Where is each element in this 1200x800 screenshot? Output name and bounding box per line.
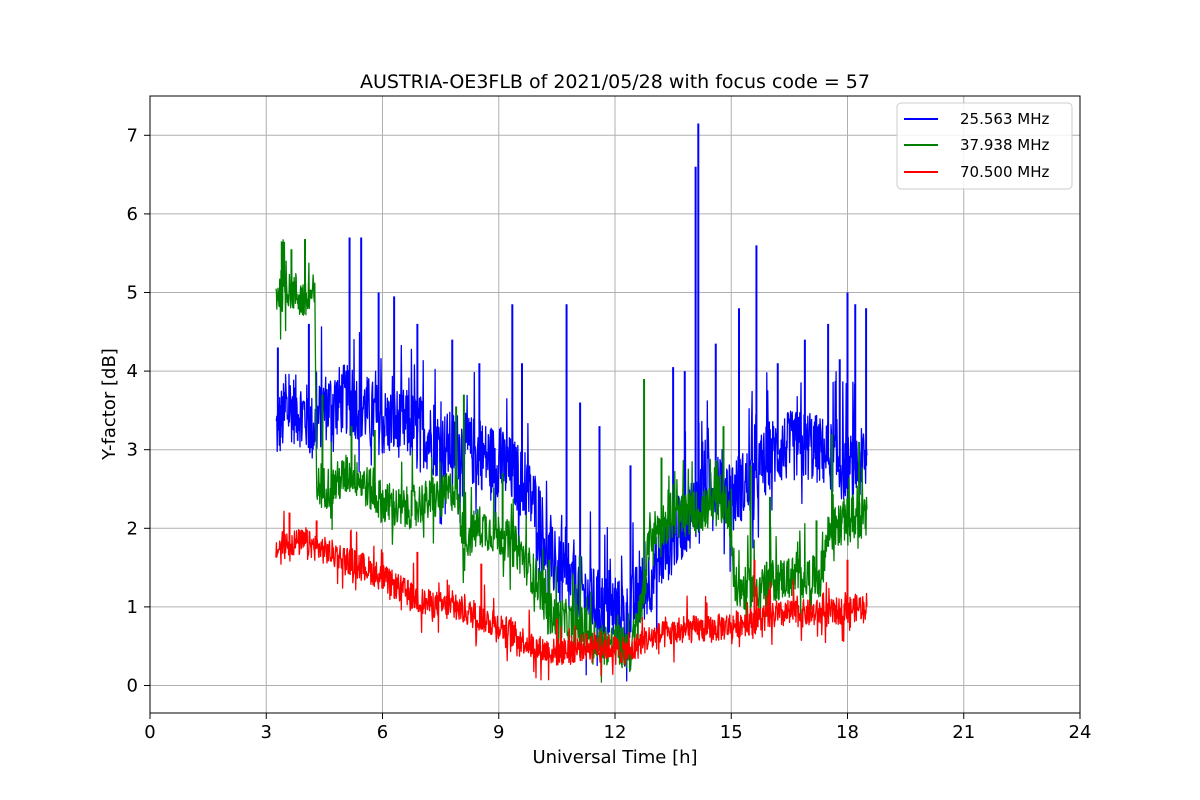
x-tick-label: 15 (720, 722, 743, 743)
y-tick-label: 5 (127, 282, 138, 303)
series-line-25-563-mhz (275, 326, 868, 682)
x-tick-label: 18 (836, 722, 859, 743)
legend-label-25-563: 25.563 MHz (960, 110, 1049, 128)
series-70-500-mhz (275, 510, 868, 681)
x-tick-label: 3 (261, 722, 272, 743)
x-tick-label: 21 (952, 722, 975, 743)
legend-label-70-500: 70.500 MHz (960, 163, 1049, 181)
y-axis-label: Y-factor [dB] (99, 348, 120, 461)
x-axis-label: Universal Time [h] (532, 747, 697, 768)
y-tick-label: 6 (127, 204, 138, 225)
x-tick-label: 24 (1069, 722, 1092, 743)
legend: 25.563 MHz 37.938 MHz 70.500 MHz (896, 102, 1073, 190)
series-line-70-500-mhz (275, 510, 868, 681)
legend-label-37-938: 37.938 MHz (960, 136, 1049, 154)
y-tick-label: 3 (127, 440, 138, 461)
x-tick-label: 12 (604, 722, 627, 743)
y-tick-label: 4 (127, 361, 138, 382)
legend-box (896, 102, 1073, 190)
chart-title: AUSTRIA-OE3FLB of 2021/05/28 with focus … (360, 71, 870, 93)
y-tick-label: 1 (127, 597, 138, 618)
plot-area (275, 123, 868, 683)
y-tick-label: 2 (127, 518, 138, 539)
series-25-563-mhz (275, 123, 868, 682)
y-tick-label: 0 (127, 675, 138, 696)
x-tick-label: 6 (377, 722, 388, 743)
x-tick-label: 0 (144, 722, 155, 743)
x-tick-label: 9 (493, 722, 504, 743)
y-tick-label: 7 (127, 125, 138, 146)
